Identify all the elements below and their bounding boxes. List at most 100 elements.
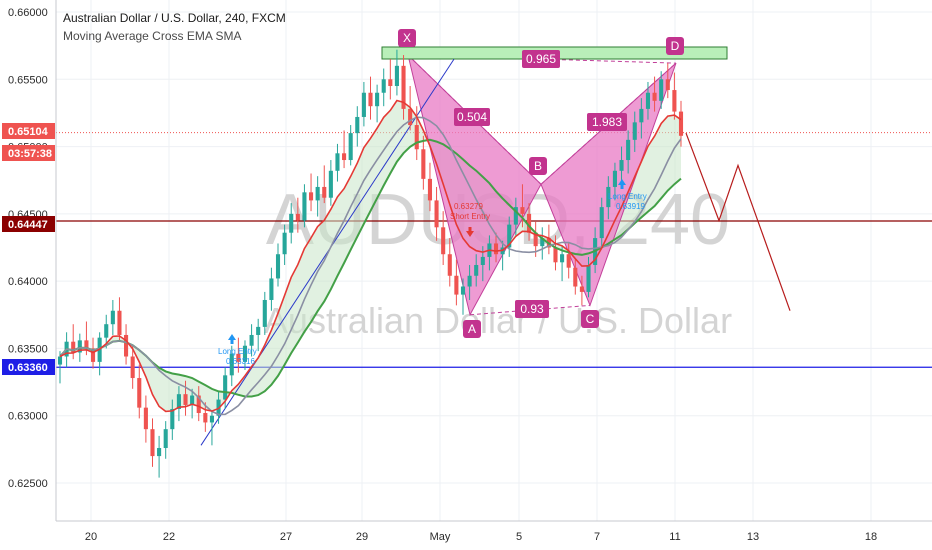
candle-up — [269, 278, 274, 300]
candle-down — [137, 378, 142, 408]
projection-path — [685, 132, 791, 311]
ratio-label: 0.93 — [520, 302, 544, 316]
point-b-label: B — [534, 159, 542, 173]
ratio-badge — [515, 300, 549, 318]
candle-down — [421, 149, 426, 179]
long-entry-price: 0.63919 — [616, 202, 645, 211]
point-x-label: X — [403, 31, 411, 45]
price-tick-label: 0.63000 — [8, 411, 48, 423]
ma-mid-line — [59, 116, 682, 416]
candle-up — [190, 395, 195, 405]
indicator-label[interactable]: Moving Average Cross EMA SMA — [63, 29, 242, 43]
candle-up — [275, 254, 281, 279]
point-a-badge — [463, 320, 481, 338]
candle-down — [143, 407, 148, 430]
ratio-badge — [522, 50, 560, 68]
point-d-label: D — [671, 39, 680, 53]
candle-down — [520, 207, 525, 214]
long-entry-label: Long Entry — [218, 347, 257, 356]
candle-down — [434, 200, 439, 228]
candle-down — [130, 356, 135, 379]
candle-up — [282, 232, 287, 255]
candle-up — [242, 345, 248, 362]
pattern-ac-line — [469, 304, 591, 316]
candle-down — [183, 394, 188, 405]
price-tag-countdown — [2, 145, 55, 161]
candle-down — [308, 192, 314, 201]
point-a-label: A — [468, 322, 476, 336]
candle-down — [447, 254, 452, 276]
price-tag-countdown-text: 03:57:38 — [8, 148, 52, 160]
short-entry-arrow — [466, 227, 474, 237]
candle-up — [157, 448, 162, 457]
candle-down — [368, 92, 373, 107]
candle-up — [229, 353, 234, 376]
long-entry-arrow — [618, 179, 626, 189]
candle-up — [256, 326, 261, 335]
price-tag-support — [2, 359, 55, 375]
candle-up — [480, 256, 485, 265]
candle-up — [57, 356, 63, 365]
candle-down — [342, 153, 347, 161]
candle-down — [388, 79, 393, 87]
time-tick-label: 13 — [747, 531, 759, 543]
candle-up — [619, 160, 624, 171]
short-entry-price: 0.63279 — [454, 202, 483, 211]
candle-up — [586, 264, 591, 292]
candle-down — [533, 232, 538, 247]
candle-up — [249, 334, 254, 346]
price-tag-resistance — [2, 216, 55, 232]
time-tick-label: 18 — [865, 531, 877, 543]
grid — [56, 0, 932, 521]
long-entry-label: Long Entry — [608, 192, 647, 201]
candle-up — [599, 207, 604, 239]
candle-up — [626, 139, 631, 161]
projection-line — [685, 132, 791, 311]
candle-up — [335, 153, 340, 171]
price-axis[interactable]: 0.660000.655000.650000.645000.640000.635… — [8, 0, 57, 521]
candle-up — [223, 375, 228, 400]
time-tick-label: 20 — [85, 531, 97, 543]
candle-up — [302, 192, 307, 221]
ma-slow-line — [59, 138, 682, 398]
price-tag-resistance-text: 0.64447 — [8, 219, 48, 231]
candle-up — [394, 65, 399, 87]
price-tick-label: 0.62500 — [8, 478, 48, 490]
time-tick-label: 11 — [669, 531, 680, 543]
candle-up — [163, 429, 168, 449]
candle-down — [90, 348, 96, 362]
moving-averages — [59, 99, 682, 416]
candle-down — [427, 178, 433, 201]
candle-up — [375, 92, 380, 107]
candle-down — [150, 429, 155, 457]
candle-up — [355, 116, 360, 134]
ma-cloud — [60, 100, 681, 412]
candle-down — [84, 340, 89, 349]
ratio-label: 0.965 — [526, 52, 556, 66]
time-tick-label: 29 — [356, 531, 368, 543]
candle-down — [196, 395, 201, 414]
candle-up — [460, 286, 466, 295]
time-tick-label: 5 — [516, 531, 522, 543]
candle-up — [632, 122, 637, 140]
ema-fast-line — [59, 99, 682, 413]
candle-up — [606, 186, 611, 208]
time-axis[interactable]: 20 22 27 29 May 5 7 11 13 18 — [56, 520, 932, 543]
long-entry-price: 0.63316 — [226, 357, 255, 366]
candle-up — [262, 299, 267, 327]
point-c-label: C — [586, 312, 595, 326]
pattern-point-labels: X A B C D — [398, 29, 684, 338]
candle-down — [454, 275, 459, 295]
candle-up — [467, 275, 472, 287]
price-tags: 0.65104 03:57:38 0.64447 0.63360 — [2, 123, 55, 375]
candle-down — [566, 254, 571, 268]
time-tick-label: 22 — [163, 531, 175, 543]
price-tick-label: 0.63500 — [8, 343, 48, 355]
candle-up — [560, 254, 565, 263]
candle-up — [639, 108, 644, 123]
candle-up — [612, 170, 617, 187]
ratio-label: 1.983 — [592, 115, 622, 129]
watermark-name: Australian Dollar / U.S. Dollar — [264, 300, 732, 341]
